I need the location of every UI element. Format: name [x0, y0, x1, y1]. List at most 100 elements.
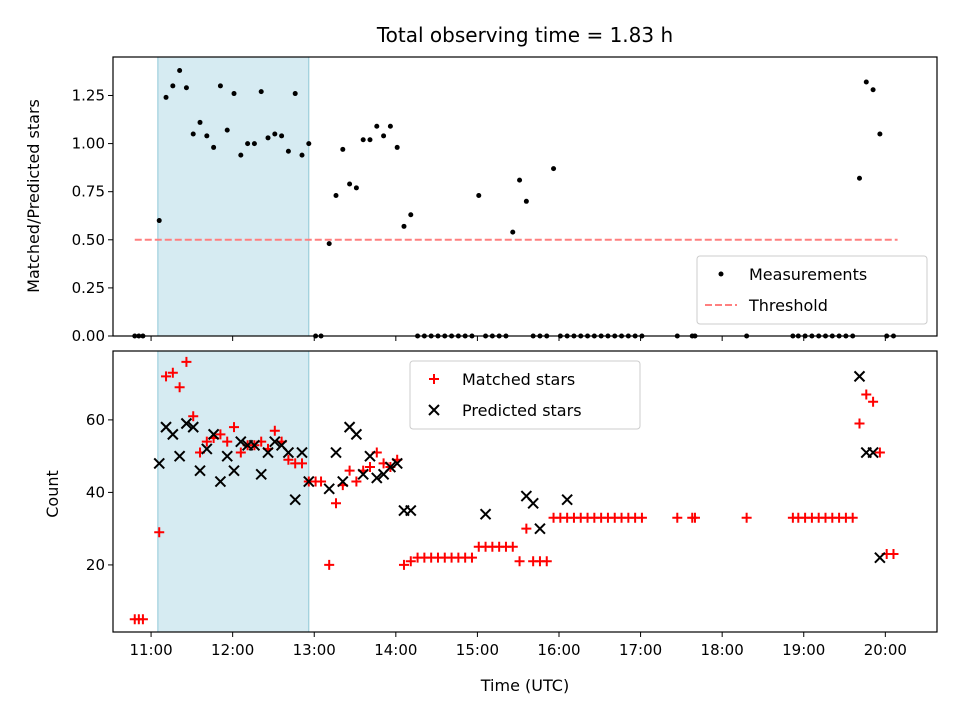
x-tick-label: 14:00 [374, 641, 417, 659]
measurements-point [163, 94, 169, 100]
measurements-point [401, 223, 407, 229]
y-tick-label: 1.00 [72, 135, 105, 153]
predicted-stars-point [194, 464, 206, 477]
matched-stars-point [541, 556, 552, 567]
bottom-y-axis-label: Count [43, 470, 62, 518]
measurements-point [177, 67, 183, 73]
matched-stars-point [861, 389, 872, 400]
predicted-stars-point [228, 464, 240, 477]
measurements-point [217, 83, 223, 89]
predicted-stars-point [255, 468, 267, 480]
predicted-stars-point [269, 435, 281, 448]
measurements-point [517, 177, 523, 183]
legend-box [696, 255, 928, 325]
measurements-point [856, 175, 862, 181]
measurements-point [551, 166, 557, 172]
x-tick-label: 13:00 [293, 641, 336, 659]
measurements-point [877, 131, 883, 137]
measurements-point [156, 218, 162, 224]
x-tick-label: 12:00 [211, 641, 254, 659]
matched-stars-point [297, 458, 308, 469]
predicted-stars-point [207, 428, 220, 441]
legend: Measurements Threshold [696, 255, 928, 325]
predicted-stars-point [173, 450, 186, 462]
legend-label: Measurements [749, 265, 867, 284]
matched-stars-point [868, 396, 879, 407]
legend: Matched stars Predicted stars [409, 360, 641, 430]
predicted-stars-point [357, 468, 369, 480]
matched-stars-point [689, 512, 700, 523]
measurements-point [340, 146, 346, 152]
matched-stars-point [466, 552, 477, 563]
matched-stars-point [344, 465, 355, 476]
x-tick-label: 11:00 [129, 641, 172, 659]
x-tick-label: 17:00 [619, 641, 662, 659]
measurements-point [381, 133, 387, 139]
predicted-stars-point [262, 446, 274, 459]
matched-stars-point [222, 436, 233, 447]
predicted-stars-point [289, 493, 301, 506]
matched-stars-point [154, 527, 165, 538]
measurements-point [197, 119, 203, 125]
matched-stars-point [888, 549, 899, 560]
matched-stars-point [514, 556, 525, 567]
predicted-stars-point [323, 483, 335, 495]
predicted-stars-point [201, 443, 213, 455]
predicted-stars-point [153, 457, 165, 470]
measurements-point [387, 123, 393, 129]
plot-frame [112, 350, 938, 633]
predicted-stars-point [384, 461, 397, 473]
matched-stars-point [874, 447, 885, 458]
predicted-stars-point [391, 457, 403, 470]
highlight-span [157, 56, 310, 337]
x-tick-label: 16:00 [537, 641, 580, 659]
matched-stars-point [201, 436, 212, 447]
matched-stars-point [330, 498, 341, 509]
measurements-point [258, 89, 264, 95]
measurements-point [374, 123, 380, 129]
predicted-stars-point [221, 450, 233, 462]
matched-stars-point [269, 425, 280, 436]
matched-stars-point [364, 462, 375, 473]
legend-swatch [428, 404, 440, 416]
predicted-stars-point [405, 504, 417, 517]
measurements-point [251, 141, 257, 147]
matched-stars-point [181, 356, 192, 367]
y-tick-label: 60 [86, 411, 105, 429]
predicted-stars-point [282, 446, 295, 459]
measurements-point [211, 144, 217, 150]
predicted-stars-point [874, 551, 886, 564]
predicted-stars-point [303, 475, 315, 488]
matched-stars-point [188, 411, 199, 422]
matched-stars-point [847, 512, 858, 523]
measurements-point [245, 141, 251, 147]
measurements-point [190, 131, 196, 137]
measurements-point [231, 91, 237, 97]
predicted-stars-point [235, 435, 247, 448]
plot-frame [112, 56, 938, 337]
predicted-stars-point [527, 497, 539, 509]
measurements-point [306, 141, 312, 147]
measurements-point [870, 87, 876, 93]
predicted-stars-point [350, 428, 363, 441]
legend-label: Threshold [748, 296, 828, 315]
matched-stars-point [167, 367, 178, 378]
measurements-point [476, 193, 482, 199]
matched-stars-point [405, 556, 416, 567]
matched-stars-point [398, 559, 409, 570]
predicted-stars-point [214, 475, 227, 488]
legend-box [409, 360, 641, 430]
measurements-point [333, 193, 339, 199]
measurements-point [183, 85, 189, 91]
measurements-point [224, 127, 230, 133]
predicted-stars-point [296, 446, 308, 459]
x-axis-label: Time (UTC) [480, 676, 569, 695]
predicted-stars-point [167, 428, 179, 441]
predicted-stars-point [479, 508, 492, 520]
y-tick-label: 0.25 [72, 279, 105, 297]
y-tick-label: 20 [86, 556, 105, 574]
matched-stars-point [235, 447, 246, 458]
predicted-stars-point [330, 446, 342, 459]
legend-label: Matched stars [462, 370, 575, 389]
